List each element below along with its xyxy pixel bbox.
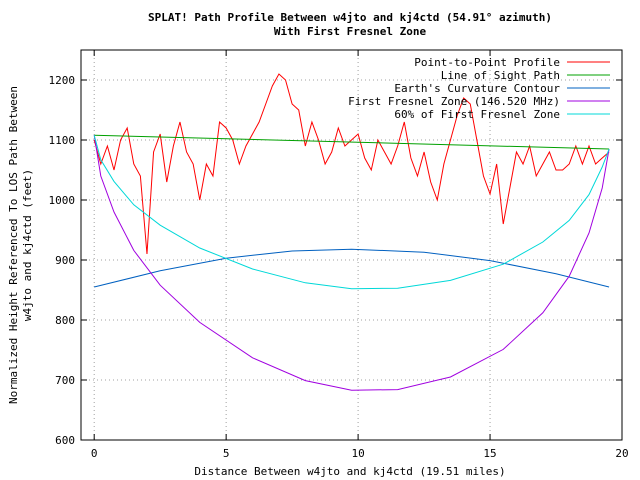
axis-ticks: 0 5 10 15 20 600 700 800 900 1000 1100 1200 [49,50,629,460]
y-tick-label: 1200 [49,74,76,87]
legend-label: Point-to-Point Profile [414,56,560,69]
y-tick-label: 800 [55,314,75,327]
x-tick-label: 0 [91,447,98,460]
series-line-first-fresnel-zone-146-520-mhz [93,135,610,391]
series-line-earth-s-curvature-contour [94,248,610,288]
chart-subtitle: With First Fresnel Zone [274,25,427,38]
series-line-line-of-sight-path [94,134,610,150]
x-tick-label: 5 [223,447,230,460]
y-tick-label: 700 [55,374,75,387]
x-tick-label: 15 [483,447,496,460]
chart-title: SPLAT! Path Profile Between w4jto and kj… [148,11,552,24]
y-axis-label-line-2: w4jto and kj4ctd (feet) [21,169,34,321]
x-tick-label: 10 [351,447,364,460]
x-tick-label: 20 [615,447,628,460]
y-tick-label: 900 [55,254,75,267]
plot-frame [80,49,623,441]
y-axis-label-line-1: Normalized Height Referenced To LOS Path… [7,86,20,404]
y-tick-label: 1000 [49,194,76,207]
y-tick-label: 600 [55,434,75,447]
legend-label: Line of Sight Path [441,69,560,82]
series-layer [93,73,610,391]
x-axis-label: Distance Between w4jto and kj4ctd (19.51… [194,465,505,478]
series-line-60-of-first-fresnel-zone [93,135,610,290]
y-tick-label: 1100 [49,134,76,147]
legend-label: First Fresnel Zone (146.520 MHz) [348,95,560,108]
series-line-point-to-point-profile [93,73,610,255]
legend-label: Earth's Curvature Contour [394,82,560,95]
legend-label: 60% of First Fresnel Zone [394,108,560,121]
